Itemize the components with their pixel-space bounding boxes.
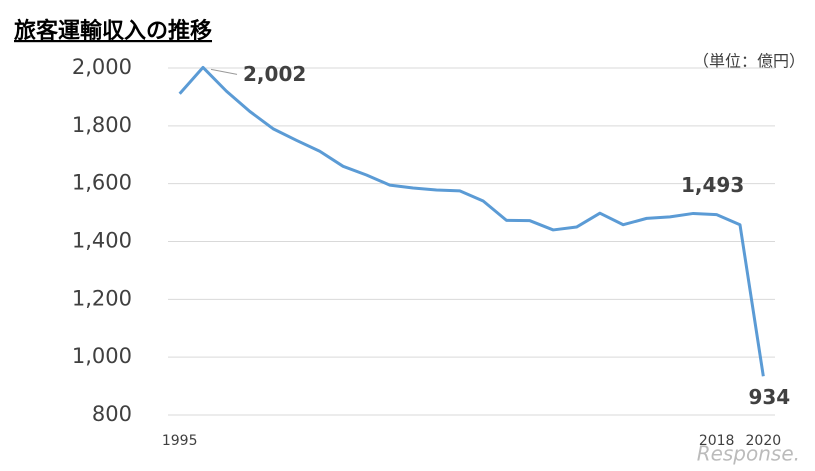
data-label: 1,493: [681, 173, 744, 197]
chart-title: 旅客運輸収入の推移: [14, 18, 212, 44]
y-tick-label: 1,800: [72, 113, 132, 137]
unit-label: （単位：億円）: [693, 52, 805, 71]
x-tick-label: 2018: [699, 433, 735, 449]
data-label: 934: [748, 385, 790, 409]
x-tick-label: 1995: [162, 433, 198, 449]
y-tick-label: 2,000: [72, 55, 132, 79]
y-tick-label: 1,200: [72, 286, 132, 310]
line-series: [178, 65, 765, 377]
data-label: 2,002: [243, 62, 306, 86]
y-tick-label: 1,600: [72, 171, 132, 195]
label-leader: [210, 68, 238, 75]
watermark: Response.: [697, 442, 800, 466]
y-tick-label: 800: [92, 402, 132, 426]
y-tick-label: 1,000: [72, 344, 132, 368]
y-tick-label: 1,400: [72, 229, 132, 253]
x-tick-label: 2020: [746, 433, 782, 449]
